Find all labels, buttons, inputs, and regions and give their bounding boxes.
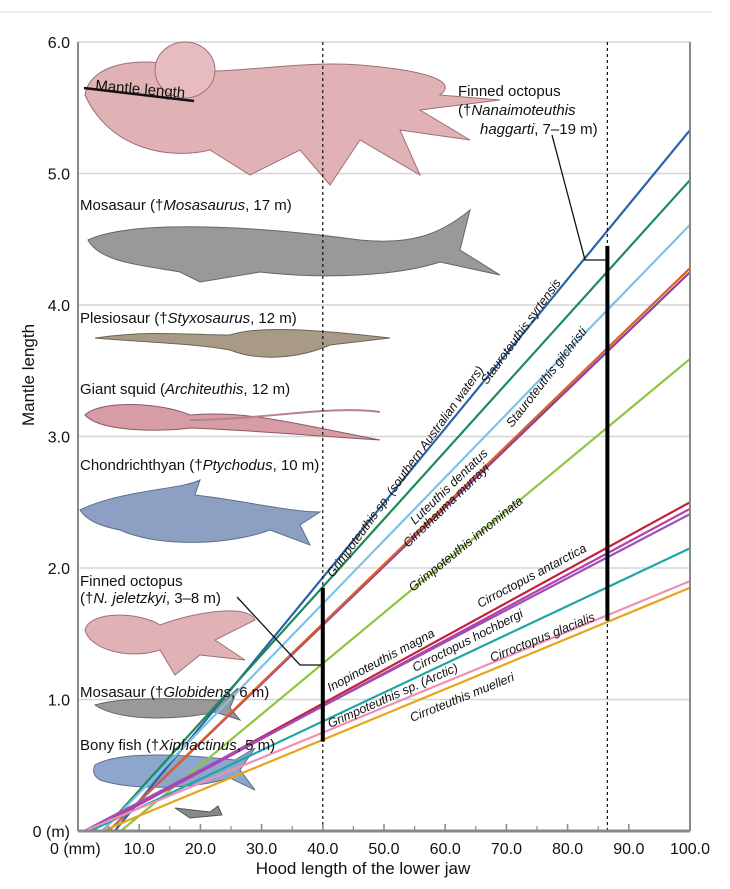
jeletzkyi-leader-line [236, 596, 323, 666]
nanaimo-label-line1: Finned octopus [458, 83, 561, 100]
y-tick-label: 5.0 [48, 167, 70, 184]
diver-illustration [174, 805, 223, 819]
series-line-0 [113, 129, 691, 832]
x-tick-label: 10.0 [124, 841, 155, 858]
styxosaurus-illustration [94, 328, 391, 358]
globidens-label: Mosasaur (†Globidens, 6 m) [80, 684, 269, 701]
globidens-illustration [93, 687, 242, 721]
x-tick-label: 60.0 [430, 841, 461, 858]
y-tick-label: 2.0 [48, 561, 70, 578]
series-line-9 [89, 547, 691, 832]
styxosaurus-label: Plesiosaur (†Styxosaurus, 12 m) [80, 310, 297, 327]
nanaimo-leader-line [551, 134, 607, 261]
illustrations [79, 41, 501, 819]
x-tick-label: 30.0 [246, 841, 277, 858]
series-line-4 [107, 267, 691, 832]
mosasaurus-illustration [87, 208, 501, 283]
architeuthis-illustration [84, 404, 381, 441]
series-line-5 [120, 358, 691, 832]
y-tick-label: 0 (m) [33, 824, 70, 841]
x-tick-label: 100.0 [670, 841, 710, 858]
nanaimo-label-line3: haggarti, 7–19 m) [480, 121, 598, 138]
mantle-length-marker [83, 86, 195, 103]
ptychodus-illustration [79, 479, 322, 546]
nanaimo-label-line2: (†Nanaimoteuthis [458, 102, 576, 119]
series-line-8 [83, 513, 691, 832]
finned-octopus-large-illustration [84, 41, 501, 186]
y-tick-label: 4.0 [48, 298, 70, 315]
architeuthis-label: Giant squid (Architeuthis, 12 m) [80, 381, 290, 398]
series-lines [83, 129, 691, 833]
y-tick-label: 3.0 [48, 430, 70, 447]
jeletzkyi-label-line1: Finned octopus [80, 573, 183, 590]
x-tick-label: 80.0 [552, 841, 583, 858]
finned-octopus-small-illustration [84, 610, 256, 676]
x-axis-title: Hood length of the lower jaw [256, 859, 471, 878]
x-tick-label: 70.0 [491, 841, 522, 858]
ptychodus-label: Chondrichthyan (†Ptychodus, 10 m) [80, 457, 319, 474]
x-tick-label: 90.0 [613, 841, 644, 858]
mosasaurus-label: Mosasaur (†Mosasaurus, 17 m) [80, 197, 292, 214]
y-axis-title: Mantle length [19, 324, 38, 426]
x-tick-label: 40.0 [307, 841, 338, 858]
series-line-11 [102, 586, 691, 833]
y-tick-label: 1.0 [48, 693, 70, 710]
series-line-2 [101, 224, 691, 832]
x-tick-label: 0 (mm) [50, 841, 101, 858]
jeletzkyi-label-line2: (†N. jeletzkyi, 3–8 m) [80, 590, 221, 607]
series-line-1 [101, 179, 691, 832]
series-line-10 [83, 580, 691, 833]
axes: 0 (mm) 10.0 20.0 30.0 40.0 50.0 60.0 70.0 80.0 90… [19, 35, 710, 878]
x-tick-label: 20.0 [185, 841, 216, 858]
xiphactinus-label: Bony fish (†Xiphactinus, 5 m) [80, 737, 275, 754]
x-tick-label: 50.0 [368, 841, 399, 858]
y-tick-label: 6.0 [48, 35, 70, 52]
